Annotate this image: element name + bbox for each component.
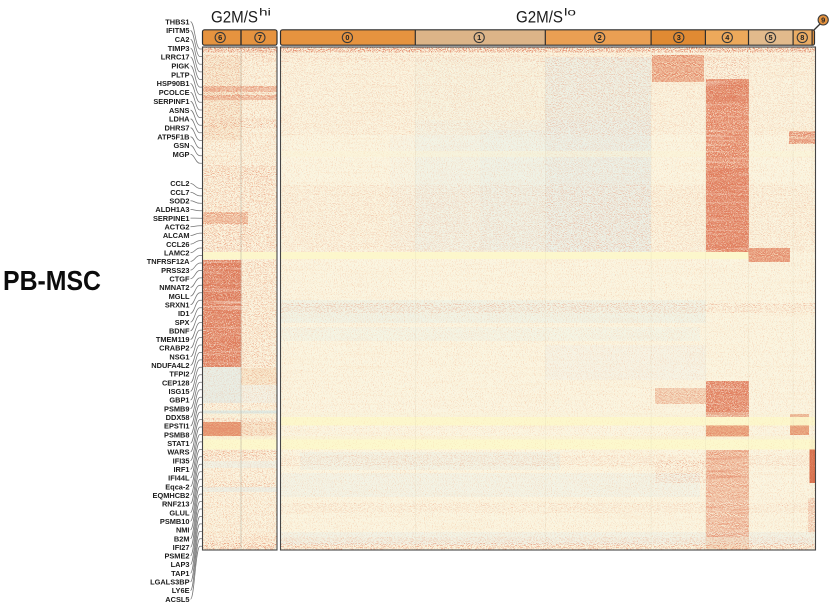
svg-text:lo: lo xyxy=(564,7,576,19)
svg-text:SOD2: SOD2 xyxy=(169,197,189,206)
svg-text:CCL7: CCL7 xyxy=(170,188,189,197)
svg-text:LRRC17: LRRC17 xyxy=(161,53,190,62)
svg-text:LAP3: LAP3 xyxy=(171,560,190,569)
svg-text:6: 6 xyxy=(218,33,222,42)
svg-text:NDUFA4L2: NDUFA4L2 xyxy=(151,361,189,370)
svg-text:CTGF: CTGF xyxy=(169,275,190,284)
svg-text:EPSTI1: EPSTI1 xyxy=(164,422,189,431)
svg-text:THBS1: THBS1 xyxy=(165,17,189,26)
svg-text:ALCAM: ALCAM xyxy=(163,231,190,240)
svg-text:ASNS: ASNS xyxy=(169,106,190,115)
svg-text:PSMB10: PSMB10 xyxy=(160,517,190,526)
svg-text:PCOLCE: PCOLCE xyxy=(159,88,190,97)
svg-text:NSG1: NSG1 xyxy=(169,352,189,361)
svg-text:LGALS3BP: LGALS3BP xyxy=(150,578,189,587)
svg-text:IFITM5: IFITM5 xyxy=(166,26,189,35)
svg-text:DDX58: DDX58 xyxy=(166,413,190,422)
svg-text:GBP1: GBP1 xyxy=(169,396,189,405)
svg-text:SERPINE1: SERPINE1 xyxy=(153,214,190,223)
svg-text:5: 5 xyxy=(768,33,772,42)
svg-text:EQMHCB2: EQMHCB2 xyxy=(153,491,190,500)
svg-text:ISG15: ISG15 xyxy=(169,387,190,396)
svg-text:4: 4 xyxy=(725,33,730,42)
svg-text:3: 3 xyxy=(677,33,681,42)
svg-text:CCL26: CCL26 xyxy=(166,240,189,249)
svg-text:ALDH1A3: ALDH1A3 xyxy=(155,205,189,214)
svg-text:8: 8 xyxy=(800,33,804,42)
svg-text:IFI35: IFI35 xyxy=(173,456,190,465)
svg-text:7: 7 xyxy=(258,33,262,42)
svg-text:BDNF: BDNF xyxy=(169,326,190,335)
svg-text:GSN: GSN xyxy=(173,141,189,150)
svg-text:1: 1 xyxy=(477,33,481,42)
svg-text:hi: hi xyxy=(259,7,271,19)
svg-text:CCL2: CCL2 xyxy=(170,179,189,188)
svg-text:NMNAT2: NMNAT2 xyxy=(159,283,189,292)
svg-text:TFPI2: TFPI2 xyxy=(169,370,189,379)
svg-text:LAMC2: LAMC2 xyxy=(164,249,189,258)
svg-text:G2M/S: G2M/S xyxy=(516,7,563,26)
svg-text:B2M: B2M xyxy=(174,534,190,543)
svg-text:HSP90B1: HSP90B1 xyxy=(157,79,190,88)
svg-text:RNF213: RNF213 xyxy=(162,500,190,509)
svg-text:MGLL: MGLL xyxy=(169,292,190,301)
svg-text:GLUL: GLUL xyxy=(169,508,190,517)
svg-text:MGP: MGP xyxy=(173,150,190,159)
svg-text:STAT1: STAT1 xyxy=(167,439,189,448)
svg-text:PSMB9: PSMB9 xyxy=(164,404,189,413)
svg-text:2: 2 xyxy=(598,33,602,42)
svg-text:ACTG2: ACTG2 xyxy=(164,223,189,232)
svg-text:TAP1: TAP1 xyxy=(171,569,189,578)
svg-text:WARS: WARS xyxy=(167,448,189,457)
svg-text:ATP5F1B: ATP5F1B xyxy=(157,132,189,141)
svg-text:0: 0 xyxy=(345,33,349,42)
svg-text:PIGK: PIGK xyxy=(171,62,190,71)
svg-text:9: 9 xyxy=(821,16,825,25)
svg-text:ID1: ID1 xyxy=(178,309,190,318)
svg-text:TMEM119: TMEM119 xyxy=(156,335,190,344)
svg-text:IFI44L: IFI44L xyxy=(168,474,190,483)
svg-text:NMI: NMI xyxy=(176,526,190,535)
svg-text:CEP128: CEP128 xyxy=(162,378,190,387)
svg-text:SPX: SPX xyxy=(175,318,190,327)
svg-text:PLTP: PLTP xyxy=(171,70,189,79)
svg-text:PSME2: PSME2 xyxy=(164,552,189,561)
svg-text:PB-MSC: PB-MSC xyxy=(3,265,101,296)
svg-text:Eqca-2: Eqca-2 xyxy=(165,482,189,491)
svg-text:G2M/S: G2M/S xyxy=(211,7,258,26)
svg-text:TNFRSF12A: TNFRSF12A xyxy=(147,257,190,266)
svg-text:CA2: CA2 xyxy=(175,35,190,44)
svg-text:IFI27: IFI27 xyxy=(173,543,190,552)
svg-text:PSMB8: PSMB8 xyxy=(164,430,189,439)
svg-text:TIMP3: TIMP3 xyxy=(168,44,190,53)
svg-text:ACSL5: ACSL5 xyxy=(165,595,189,604)
svg-text:DHRS7: DHRS7 xyxy=(164,124,189,133)
svg-text:SERPINF1: SERPINF1 xyxy=(153,97,189,106)
svg-text:PRSS23: PRSS23 xyxy=(161,266,189,275)
svg-text:LY6E: LY6E xyxy=(172,586,190,595)
svg-text:CRABP2: CRABP2 xyxy=(159,344,189,353)
svg-text:IRF1: IRF1 xyxy=(173,465,189,474)
svg-text:SRXN1: SRXN1 xyxy=(165,300,190,309)
svg-text:LDHA: LDHA xyxy=(169,115,190,124)
